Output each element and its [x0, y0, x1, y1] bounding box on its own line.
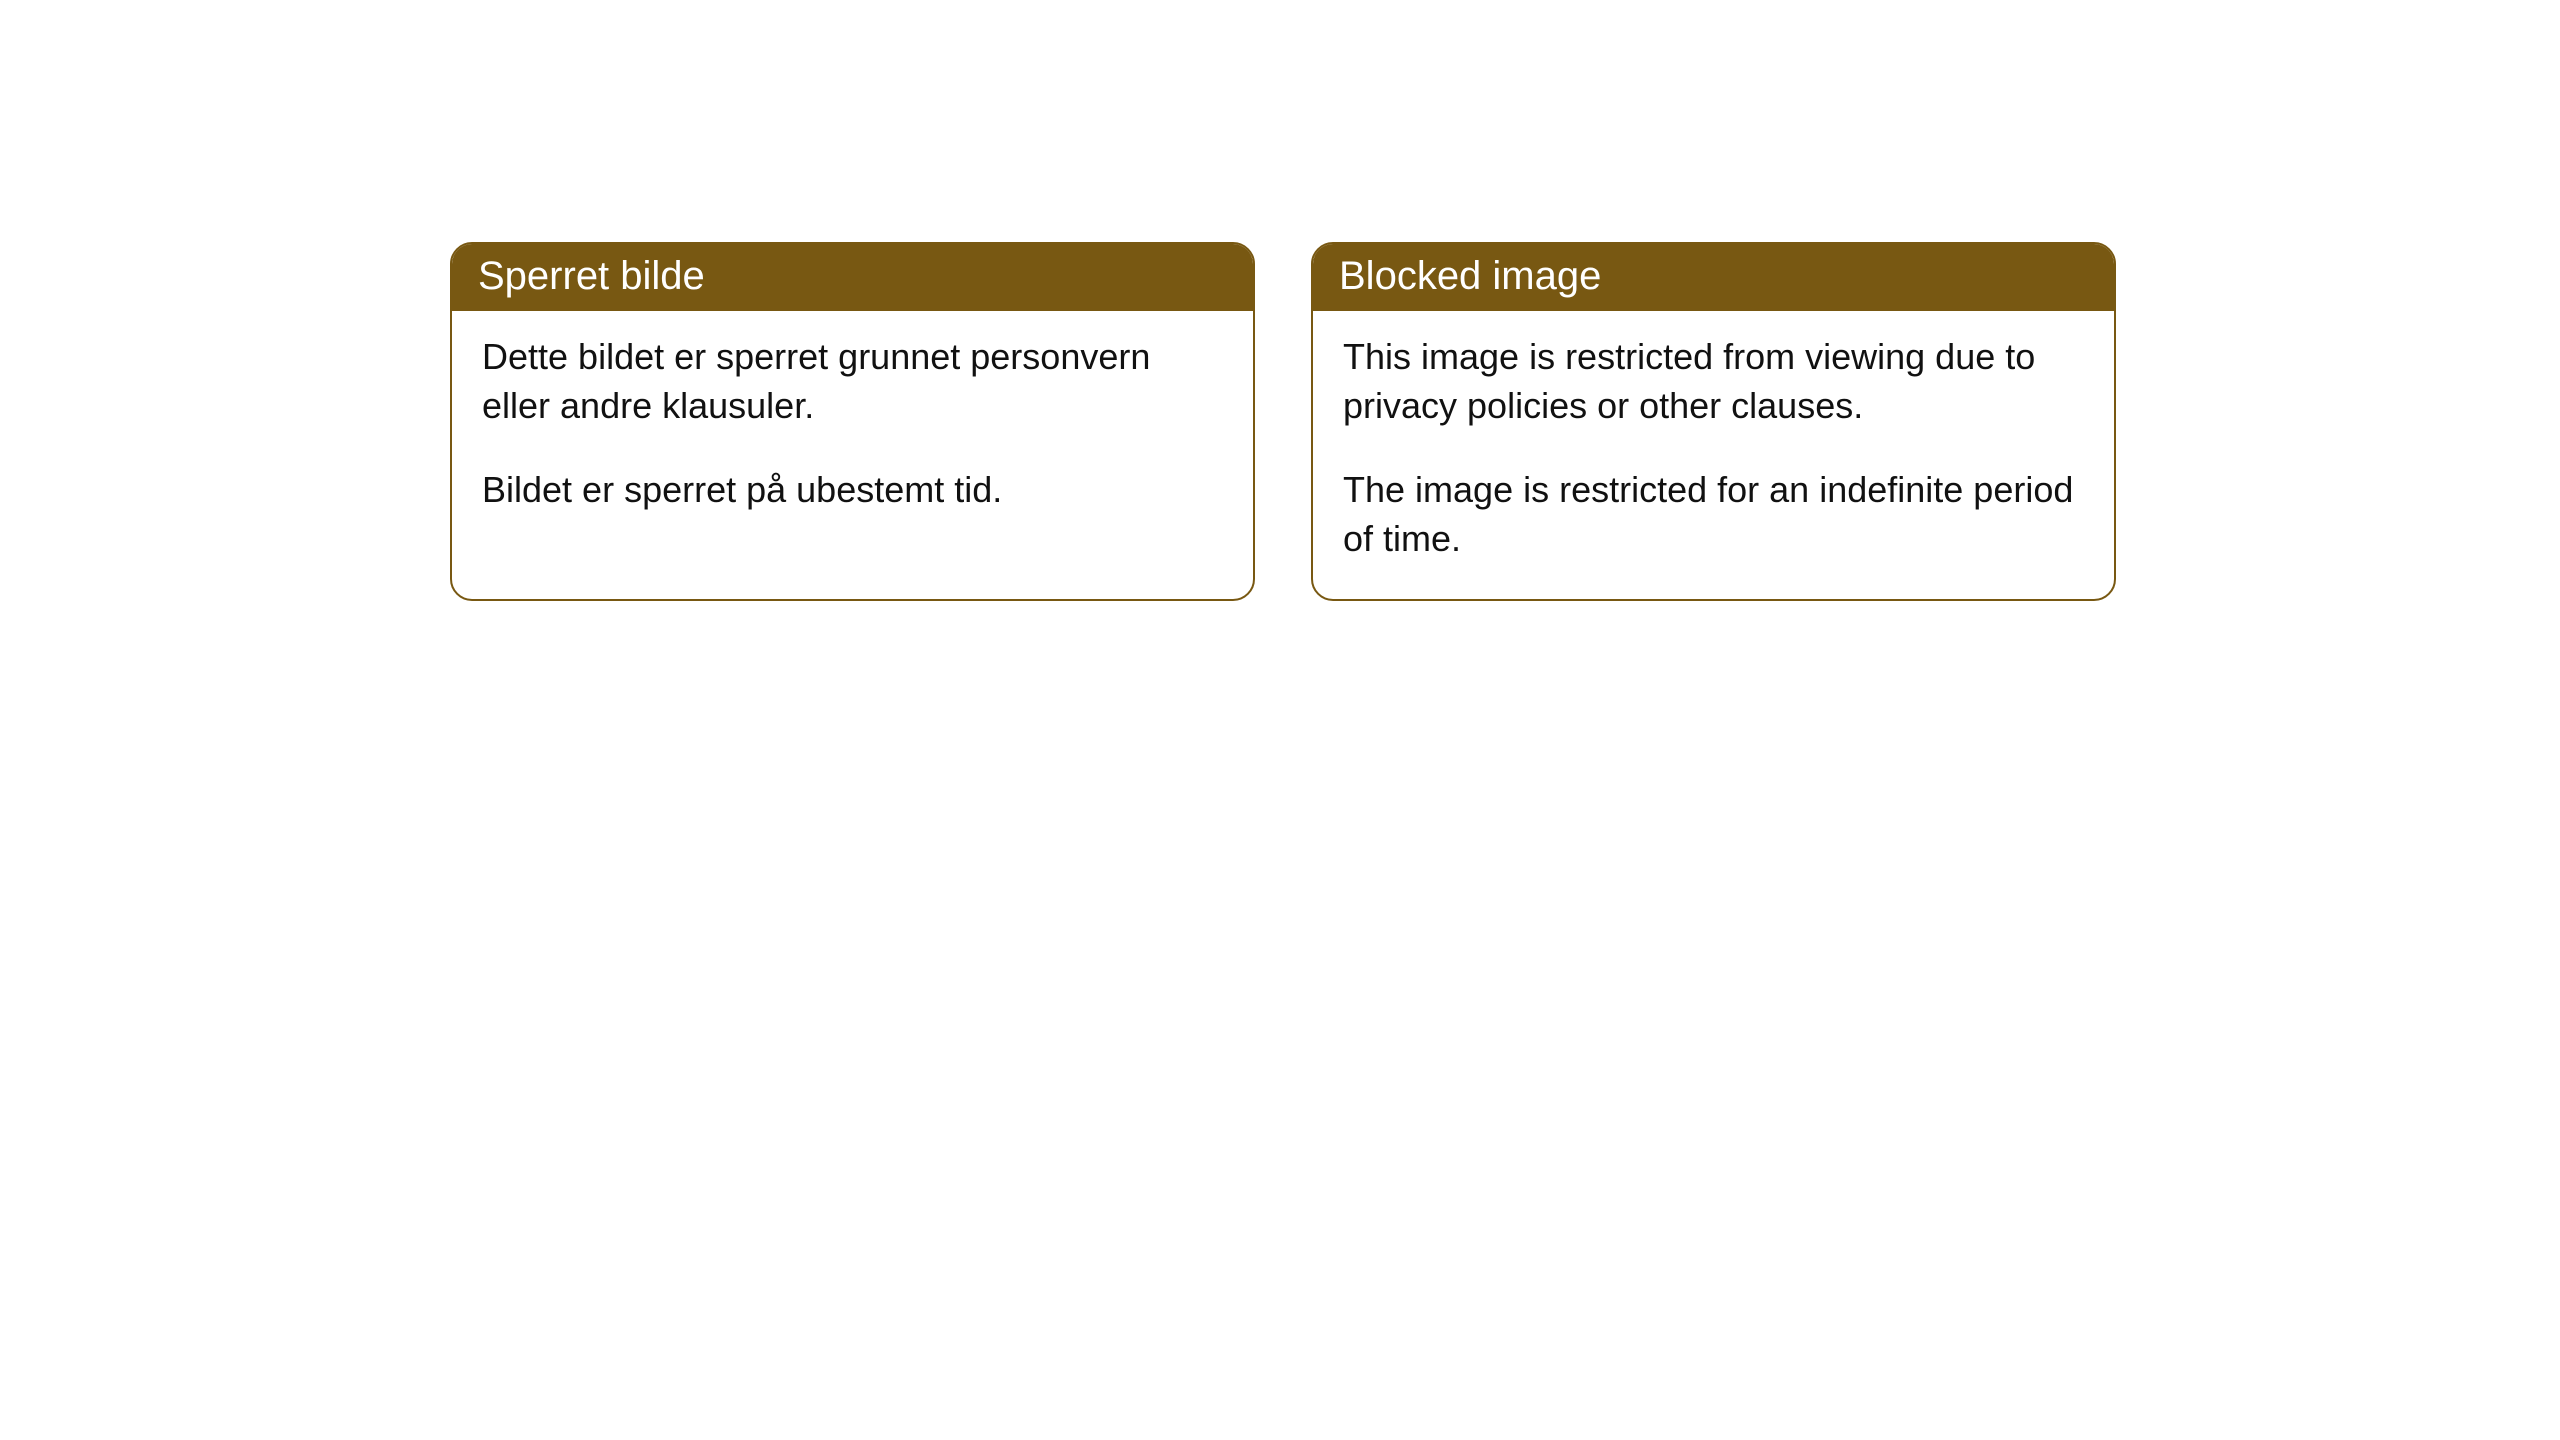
card-text-line: Bildet er sperret på ubestemt tid. [482, 466, 1223, 515]
card-title: Sperret bilde [452, 244, 1253, 311]
card-text-line: Dette bildet er sperret grunnet personve… [482, 333, 1223, 430]
card-title: Blocked image [1313, 244, 2114, 311]
card-text-line: This image is restricted from viewing du… [1343, 333, 2084, 430]
card-body: Dette bildet er sperret grunnet personve… [452, 311, 1253, 551]
notice-card-english: Blocked image This image is restricted f… [1311, 242, 2116, 601]
card-body: This image is restricted from viewing du… [1313, 311, 2114, 599]
notice-container: Sperret bilde Dette bildet er sperret gr… [0, 0, 2560, 601]
notice-card-norwegian: Sperret bilde Dette bildet er sperret gr… [450, 242, 1255, 601]
card-text-line: The image is restricted for an indefinit… [1343, 466, 2084, 563]
